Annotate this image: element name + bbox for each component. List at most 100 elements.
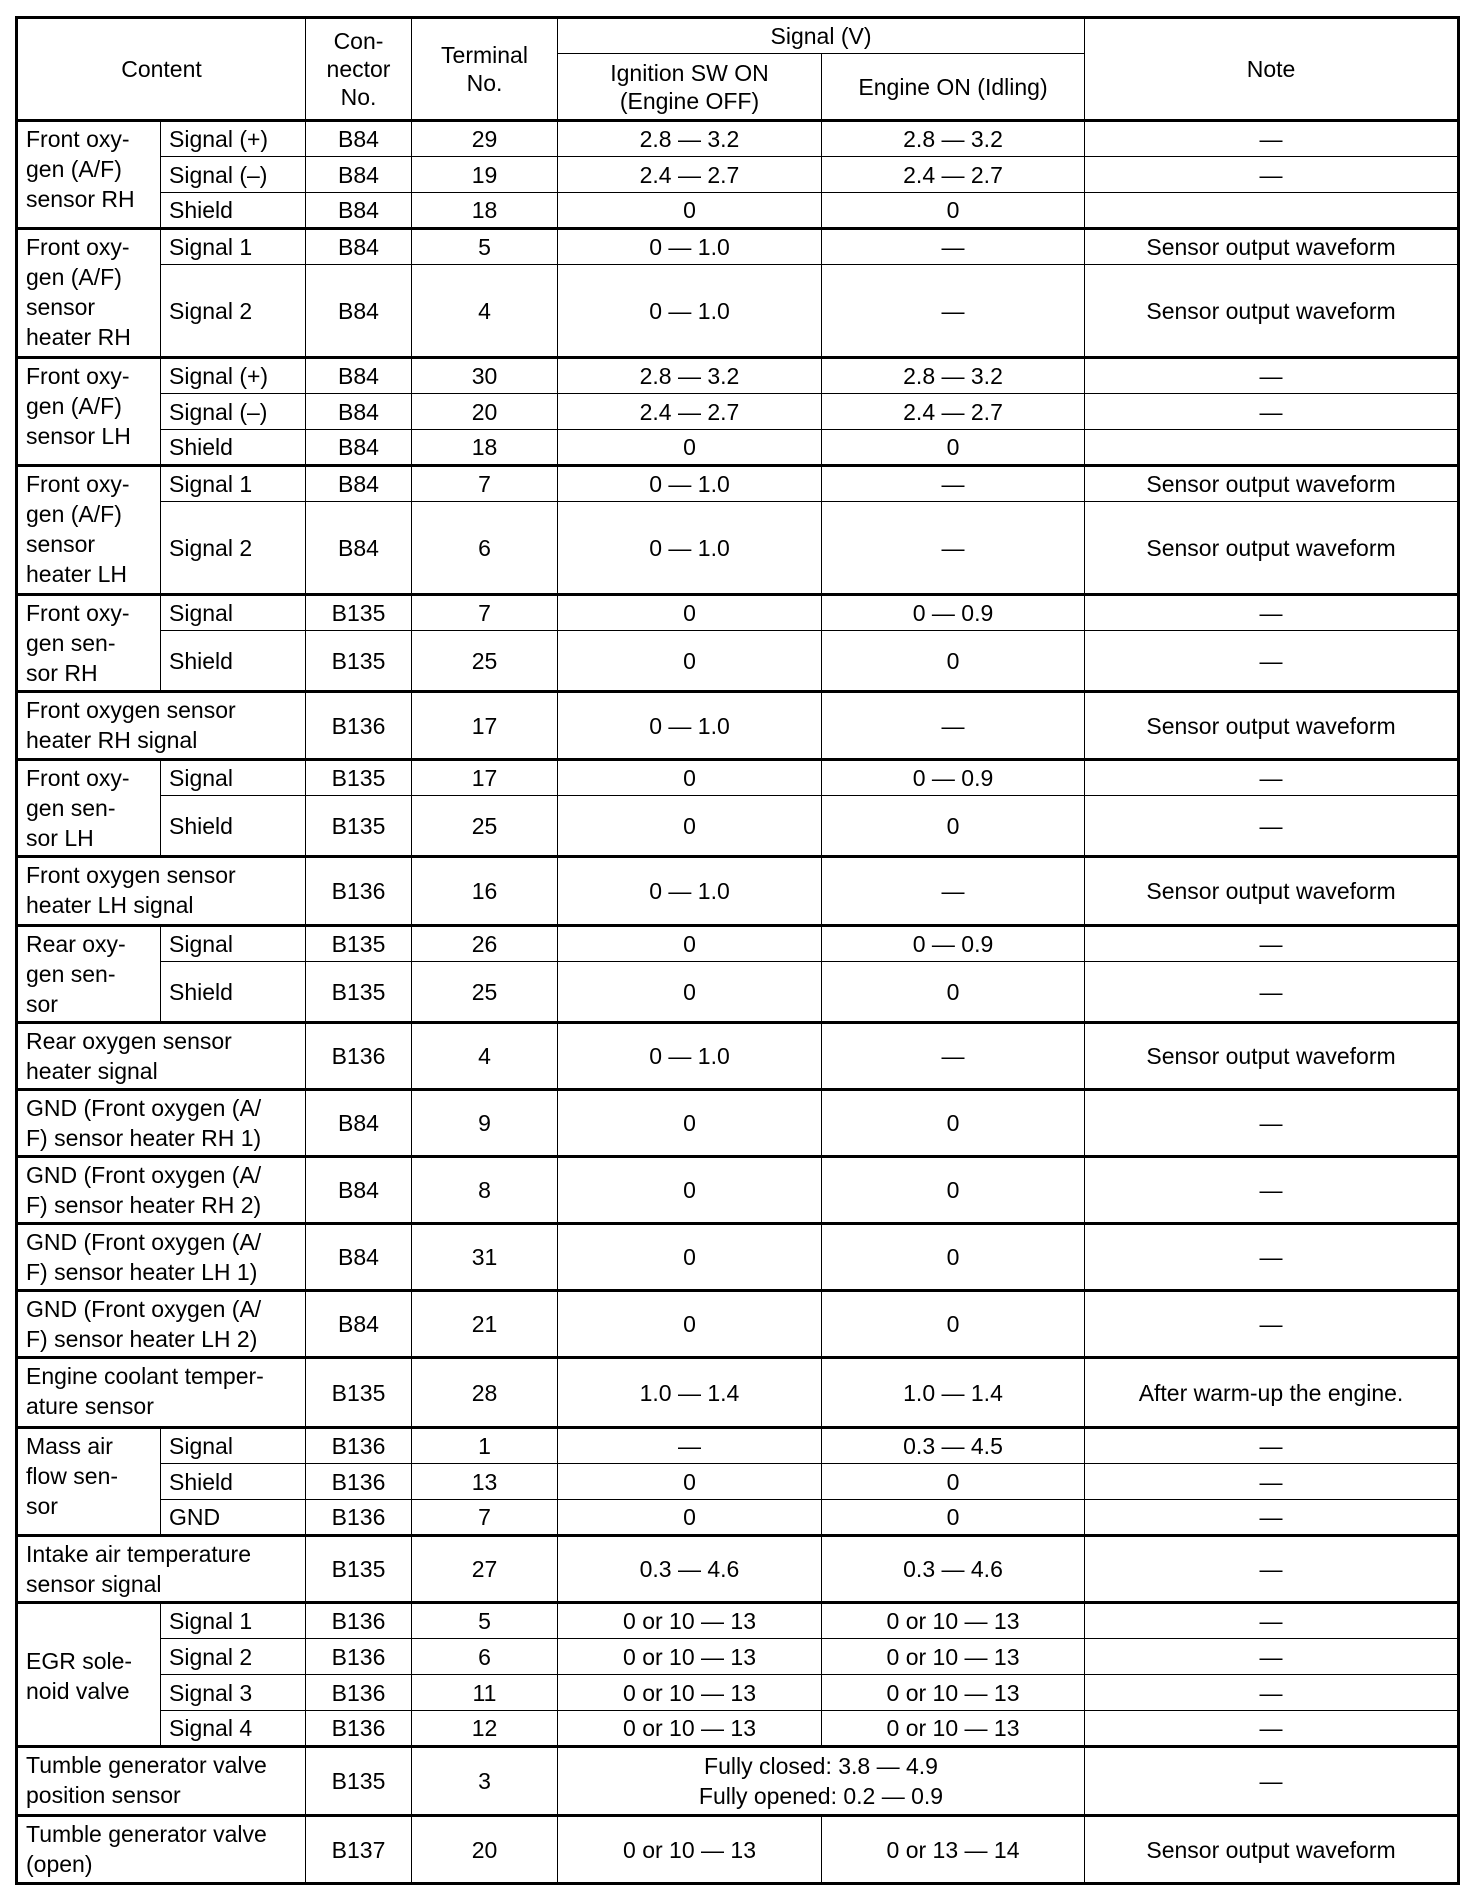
terminal-no: 13 xyxy=(411,1463,558,1500)
note: — xyxy=(1084,593,1460,631)
terminal-no: 25 xyxy=(411,630,558,692)
signal-ignition-on: 0 xyxy=(557,795,822,857)
content-cell: Front oxy-gen sen-sor LH xyxy=(16,758,161,857)
content-cell: Front oxy-gen (A/F) sensor heater RH xyxy=(16,227,161,358)
content-cell: Front oxy-gen sen-sor RH xyxy=(16,593,161,692)
note: — xyxy=(1084,1710,1460,1747)
signal-engine-idling: 0 or 10 — 13 xyxy=(820,1638,1086,1675)
signal-engine-idling: 2.8 — 3.2 xyxy=(820,119,1086,157)
connector-no: B84 xyxy=(305,356,412,394)
note: Sensor output waveform xyxy=(1084,464,1460,502)
table-row: Front oxygen sensor heater RH signal B136 1… xyxy=(16,690,1460,760)
note: — xyxy=(1084,119,1460,157)
connector-no: B84 xyxy=(305,119,412,157)
connector-no: B135 xyxy=(305,795,412,857)
connector-no: B136 xyxy=(305,1638,412,1675)
connector-no: B84 xyxy=(305,1222,412,1291)
note: — xyxy=(1084,1499,1460,1536)
signal-engine-idling: 0 or 10 — 13 xyxy=(820,1710,1086,1747)
signal-ignition-on: 0 xyxy=(557,1499,822,1536)
signal-merged: Fully closed: 3.8 — 4.9 Fully opened: 0.2… xyxy=(556,1745,1086,1816)
table-row: GND (Front oxygen (A/F) sensor heater LH… xyxy=(16,1289,1460,1358)
note xyxy=(1084,192,1460,229)
sub-label: Signal 4 xyxy=(160,1710,306,1747)
table-row: Shield B135 25 0 0— xyxy=(17,795,1460,857)
note: — xyxy=(1084,1601,1460,1639)
connector-no: B84 xyxy=(305,464,412,502)
connector-no: B136 xyxy=(305,1710,412,1747)
note: — xyxy=(1084,356,1460,394)
signal-ignition-on: 0 — 1.0 xyxy=(557,855,822,926)
signal-ignition-on: 0 or 10 — 13 xyxy=(557,1638,822,1675)
terminal-no: 3 xyxy=(411,1745,558,1816)
table-row: Tumble generator valve position sensor B13… xyxy=(16,1745,1460,1816)
content-cell: Rear oxy-gen sen-sor xyxy=(16,924,161,1023)
signal-engine-idling: 2.8 — 3.2 xyxy=(820,356,1086,394)
connector-no: B137 xyxy=(305,1814,412,1884)
signal-ignition-on: 0 xyxy=(557,593,822,631)
signal-ignition-on: 0 xyxy=(557,961,822,1023)
signal-engine-idling: 0 — 0.9 xyxy=(820,758,1086,796)
terminal-no: 7 xyxy=(411,464,558,502)
header-connector: Con-nector No. xyxy=(305,17,412,121)
note: — xyxy=(1084,630,1460,692)
sub-label: Signal (+) xyxy=(160,119,306,157)
terminal-no: 27 xyxy=(411,1534,558,1603)
signal-ignition-on: 0 — 1.0 xyxy=(557,690,822,760)
sub-label: Signal 1 xyxy=(160,464,306,502)
signal-ignition-on: 0 — 1.0 xyxy=(557,1021,822,1090)
signal-ignition-on: 0 — 1.0 xyxy=(557,227,822,265)
connector-no: B136 xyxy=(305,1463,412,1500)
connector-no: B135 xyxy=(305,1534,412,1603)
content-cell: Tumble generator valve position sensor xyxy=(16,1745,306,1816)
note: — xyxy=(1084,1289,1460,1358)
table-row: Rear oxygen sensor heater signal B136 4 0 — … xyxy=(16,1021,1460,1090)
connector-no: B84 xyxy=(305,156,412,193)
connector-no: B136 xyxy=(305,1499,412,1536)
terminal-no: 18 xyxy=(411,429,558,466)
content-cell: GND (Front oxygen (A/F) sensor heater RH… xyxy=(16,1155,306,1224)
note: Sensor output waveform xyxy=(1084,264,1460,358)
signal-ignition-on: 2.8 — 3.2 xyxy=(557,356,822,394)
signal-ignition-on: 0 or 10 — 13 xyxy=(557,1601,822,1639)
signal-ignition-on: 0 xyxy=(557,1155,822,1224)
signal-ignition-on: 0 — 1.0 xyxy=(557,501,822,595)
sub-label: Signal xyxy=(160,1426,306,1464)
terminal-no: 28 xyxy=(411,1356,558,1428)
terminal-no: 1 xyxy=(411,1426,558,1464)
signal-ignition-on: — xyxy=(557,1426,822,1464)
content-cell: Rear oxygen sensor heater signal xyxy=(16,1021,306,1090)
terminal-no: 4 xyxy=(411,1021,558,1090)
terminal-no: 20 xyxy=(411,393,558,430)
sub-label: GND xyxy=(160,1499,306,1536)
table-row: GND B136 7 0 0— xyxy=(17,1499,1460,1536)
note: — xyxy=(1084,1745,1460,1816)
note: Sensor output waveform xyxy=(1084,1814,1460,1884)
signal-engine-idling: 2.4 — 2.7 xyxy=(820,393,1086,430)
connector-no: B135 xyxy=(305,630,412,692)
table-row: Rear oxy-gen sen-sor Signal B135 26 0 0 — 0.9… xyxy=(16,924,1460,1023)
table-row: Front oxy-gen sen-sor LH Signal B135 17 0 0 —… xyxy=(16,758,1460,857)
sub-label: Signal 2 xyxy=(160,501,306,595)
signal-engine-idling: 1.0 — 1.4 xyxy=(820,1356,1086,1428)
terminal-no: 9 xyxy=(411,1088,558,1157)
signal-engine-idling: 2.4 — 2.7 xyxy=(820,156,1086,193)
terminal-no: 5 xyxy=(411,227,558,265)
content-cell: Intake air temperature sensor signal xyxy=(16,1534,306,1603)
connector-no: B135 xyxy=(305,758,412,796)
sub-label: Shield xyxy=(160,429,306,466)
content-cell: EGR sole-noid valve xyxy=(16,1601,161,1747)
signal-engine-idling: — xyxy=(820,227,1086,265)
terminal-no: 18 xyxy=(411,192,558,229)
connector-no: B84 xyxy=(305,1088,412,1157)
sub-label: Shield xyxy=(160,1463,306,1500)
sub-label: Signal 2 xyxy=(160,1638,306,1675)
note: — xyxy=(1084,961,1460,1023)
signal-engine-idling: 0.3 — 4.5 xyxy=(820,1426,1086,1464)
connector-no: B84 xyxy=(305,192,412,229)
signal-ignition-on: 0 or 10 — 13 xyxy=(557,1814,822,1884)
signal-ignition-on: 0 xyxy=(557,1289,822,1358)
signal-engine-idling: 0 or 13 — 14 xyxy=(820,1814,1086,1884)
note: — xyxy=(1084,1534,1460,1603)
content-cell: Tumble generator valve (open) xyxy=(16,1814,306,1884)
